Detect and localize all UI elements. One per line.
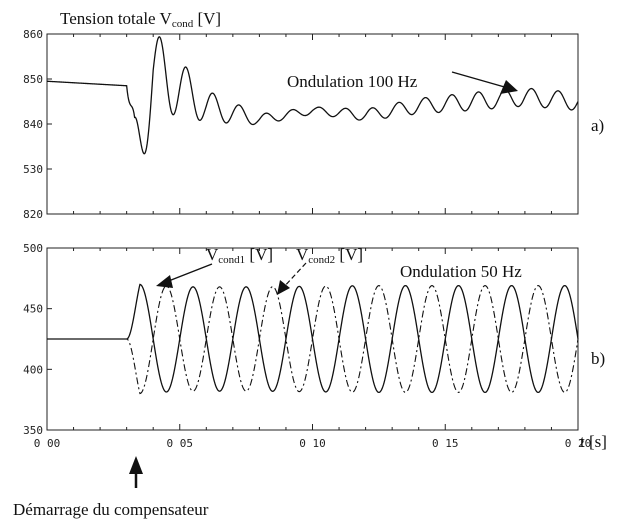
series-vcond-total	[46, 36, 579, 155]
panel-a-frame	[46, 33, 579, 215]
arrow-vcond1	[156, 263, 213, 288]
legend-vcond1: Vcond1 [V]	[206, 245, 273, 266]
panel-a-series	[46, 36, 579, 155]
y-tick-label: 850	[23, 73, 43, 86]
x-axis-label: t [s]	[580, 432, 607, 451]
start-marker: Démarrage du compensateur	[13, 456, 209, 519]
series-vcond1	[47, 283, 579, 394]
series-vcond2	[47, 285, 579, 395]
panel-b-label: b)	[591, 349, 605, 368]
caption-compensator-start: Démarrage du compensateur	[13, 500, 209, 519]
y-tick-label: 860	[23, 28, 43, 41]
panel-b-series	[47, 283, 579, 395]
y-tick-label: 820	[23, 208, 43, 221]
x-tick-label: 0 20	[565, 437, 592, 450]
panel-a-ticks: 860 850 840 530 820	[23, 28, 579, 221]
y-tick-label: 450	[23, 303, 43, 316]
y-tick-label: 530	[23, 163, 43, 176]
x-tick-label: 0 00	[34, 437, 61, 450]
annotation-arrow-100hz	[451, 71, 518, 94]
y-tick-label: 400	[23, 363, 43, 376]
legend-vcond2: Vcond2 [V]	[296, 245, 363, 266]
annotation-ripple-100hz: Ondulation 100 Hz	[287, 72, 418, 91]
arrow-vcond2	[277, 262, 307, 295]
x-tick-label: 0 05	[167, 437, 194, 450]
y-tick-label: 350	[23, 424, 43, 437]
y-tick-label: 500	[23, 242, 43, 255]
panel-a-label: a)	[591, 116, 604, 135]
x-tick-label: 0 15	[432, 437, 459, 450]
panel-a-title: Tension totale Vcond [V]	[60, 9, 221, 30]
x-tick-label: 0 10	[299, 437, 326, 450]
y-tick-label: 840	[23, 118, 43, 131]
annotation-ripple-50hz: Ondulation 50 Hz	[400, 262, 522, 281]
panel-a: 860 850 840 530 820 Tension totale Vcond [V]…	[23, 9, 604, 221]
